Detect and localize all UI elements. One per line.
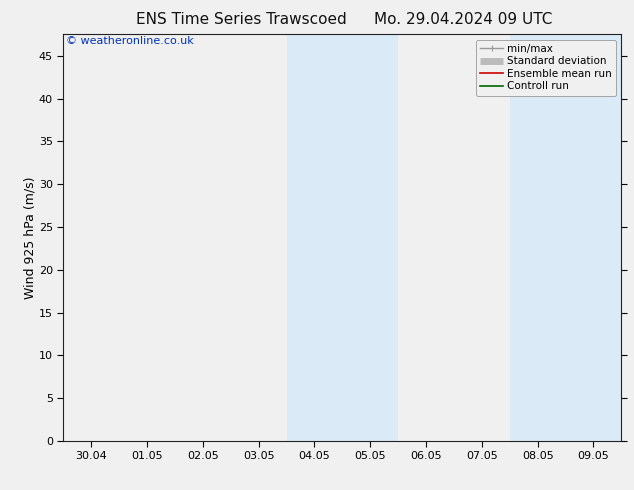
Y-axis label: Wind 925 hPa (m/s): Wind 925 hPa (m/s) [23,176,36,299]
Text: Mo. 29.04.2024 09 UTC: Mo. 29.04.2024 09 UTC [373,12,552,27]
Bar [287,34,398,441]
Text: ENS Time Series Trawscoed: ENS Time Series Trawscoed [136,12,346,27]
Bar [510,34,621,441]
Legend: min/max, Standard deviation, Ensemble mean run, Controll run: min/max, Standard deviation, Ensemble me… [476,40,616,96]
Text: © weatheronline.co.uk: © weatheronline.co.uk [66,36,194,47]
